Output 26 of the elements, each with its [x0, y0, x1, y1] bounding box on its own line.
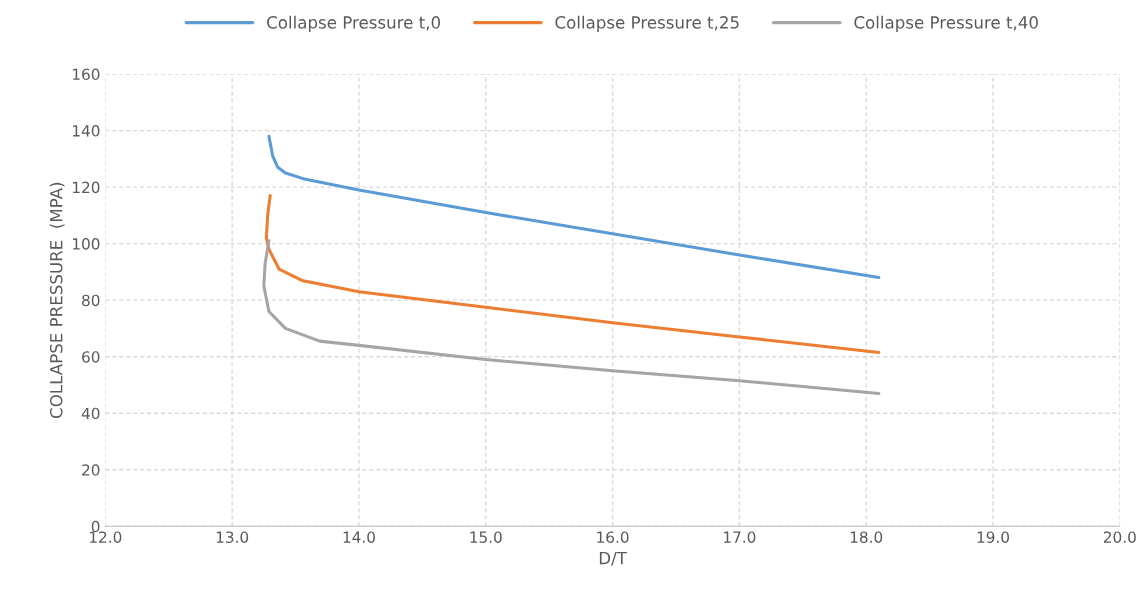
x-tick-label: 13.0: [216, 531, 249, 543]
x-tick-label: 12.0: [90, 531, 122, 543]
x-tick-label: 19.0: [977, 531, 1009, 543]
x-tick-label: 18.0: [850, 531, 883, 543]
x-tick-label: 14.0: [343, 531, 375, 543]
line-series: [267, 134, 881, 280]
y-tick-label: 40: [81, 407, 100, 420]
x-tick-label: 20.0: [1103, 531, 1136, 543]
x-tick-label: 16.0: [597, 531, 629, 543]
y-tick-label: 160: [73, 68, 100, 81]
x-tick-label: 17.0: [724, 531, 756, 543]
y-tick-label: 0: [91, 520, 100, 533]
line-series: [264, 194, 881, 354]
legend-label: Collapse Pressure t,25: [555, 15, 739, 32]
legend-label: Collapse Pressure t,0: [267, 15, 441, 32]
x-axis-title: D/T: [599, 551, 627, 566]
x-tick-label: 15.0: [470, 531, 502, 543]
y-tick-label: 140: [73, 125, 100, 137]
y-tick-label: 100: [73, 238, 100, 250]
y-tick-label: 80: [82, 294, 100, 307]
legend-label: Collapse Pressure t,40: [854, 15, 1038, 32]
y-tick-label: 120: [73, 181, 100, 194]
line-series: [262, 239, 881, 395]
y-tick-label: 20: [82, 464, 100, 476]
y-tick-label: 60: [82, 351, 100, 363]
y-axis-title: COLLAPSE PRESSURE (MPA): [49, 182, 65, 419]
